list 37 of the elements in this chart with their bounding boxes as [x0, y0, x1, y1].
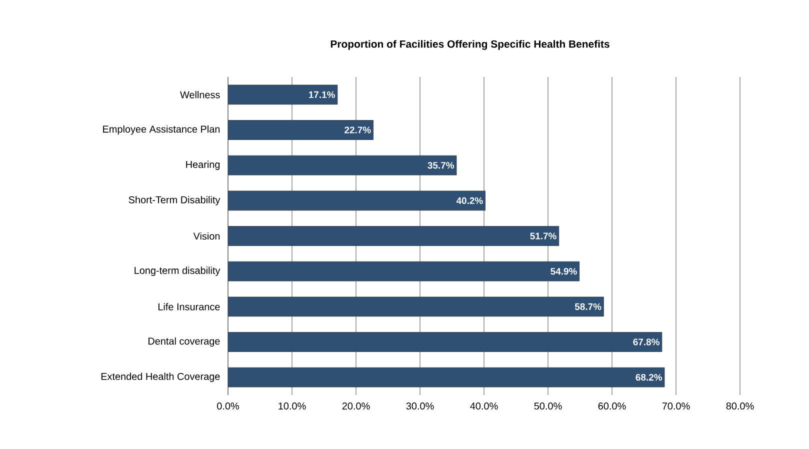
- x-tick-label: 20.0%: [342, 402, 370, 410]
- y-tick-label: Wellness: [180, 91, 220, 98]
- bar: [228, 261, 580, 282]
- y-tick-label: Employee Assistance Plan: [103, 125, 220, 135]
- bar: [228, 296, 604, 317]
- x-tick-label: 50.0%: [534, 402, 562, 410]
- bar: [228, 120, 374, 140]
- x-tick-label: 60.0%: [598, 402, 626, 410]
- data-label: 68.2%: [636, 374, 662, 381]
- data-label: 51.7%: [530, 232, 556, 240]
- y-tick-label: Dental coverage: [148, 337, 220, 347]
- data-label: 22.7%: [344, 126, 371, 134]
- bar: [228, 367, 665, 388]
- y-tick-label: Hearing: [186, 160, 220, 170]
- x-tick-label: 70.0%: [662, 402, 690, 410]
- data-label: 58.7%: [574, 303, 602, 310]
- bar: [228, 332, 662, 352]
- y-tick-label: Life Insurance: [158, 303, 220, 310]
- x-tick-label: 80.0%: [726, 402, 754, 410]
- data-label: 54.9%: [550, 268, 577, 275]
- bar: [228, 155, 457, 176]
- data-label: 67.8%: [633, 338, 660, 346]
- chart-title: Proportion of Facilities Offering Specific Health Benefits: [330, 40, 610, 50]
- data-label: 35.7%: [428, 162, 454, 169]
- x-tick-label: 30.0%: [406, 402, 434, 410]
- x-tick-label: 10.0%: [278, 402, 306, 410]
- y-tick-label: Short-Term Disability: [128, 196, 220, 206]
- x-tick-label: 40.0%: [470, 402, 498, 410]
- bar: [228, 226, 560, 246]
- y-tick-label: Long-term disability: [134, 266, 220, 276]
- y-tick-label: Vision: [193, 232, 220, 240]
- data-label: 17.1%: [309, 91, 335, 98]
- x-tick-label: 0.0%: [217, 402, 240, 410]
- y-tick-label: Extended Health Coverage: [101, 372, 220, 382]
- bar: [228, 84, 338, 105]
- bar: [228, 190, 486, 211]
- data-label: 40.2%: [456, 197, 483, 204]
